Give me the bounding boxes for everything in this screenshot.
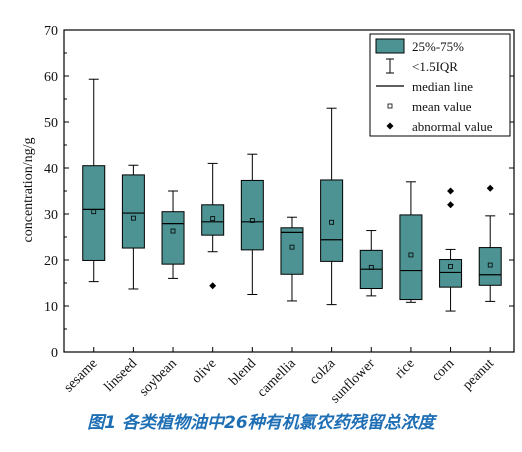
x-tick-label: corn <box>429 356 457 384</box>
y-tick-label: 20 <box>44 254 58 269</box>
legend-mean-symbol <box>387 103 393 109</box>
box-sesame <box>82 78 106 283</box>
x-tick-label: camellia <box>255 356 300 401</box>
mean-marker <box>170 228 176 234</box>
legend-label: <1.5IQR <box>412 59 458 74</box>
box-iqr <box>478 247 502 286</box>
box-iqr <box>82 165 106 261</box>
box-iqr <box>201 204 225 236</box>
box-iqr <box>161 211 185 265</box>
y-tick-label: 30 <box>44 208 58 223</box>
box-camellia <box>280 216 304 302</box>
x-tick-label: peanut <box>460 356 497 393</box>
mean-marker <box>368 264 374 270</box>
y-tick-label: 70 <box>44 24 58 39</box>
mean-marker <box>448 264 453 269</box>
x-tick-label: colza <box>307 356 339 388</box>
outlier-marker <box>447 201 455 209</box>
y-tick-label: 0 <box>51 346 58 361</box>
mean-marker <box>487 262 493 268</box>
box-rice <box>399 181 423 303</box>
box-sunflower <box>359 230 383 297</box>
legend-box-symbol <box>375 38 405 54</box>
mean-marker <box>130 215 136 221</box>
boxes-group <box>82 78 502 312</box>
outlier-marker <box>486 184 494 192</box>
legend-label: 25%-75% <box>412 39 464 54</box>
x-tick-label: linseed <box>102 356 141 395</box>
x-tick-label: sesame <box>61 356 100 395</box>
box-iqr <box>240 179 264 251</box>
box-olive <box>201 162 225 290</box>
x-tick-label: blend <box>227 356 260 389</box>
mean-marker <box>91 209 97 215</box>
legend-outlier-symbol <box>386 122 394 130</box>
y-tick-label: 60 <box>44 70 58 85</box>
box-blend <box>240 153 264 295</box>
x-tick-label: rice <box>392 356 417 381</box>
figure-caption: 图1 各类植物油中26种有机氯农药残留总浓度 <box>87 413 435 433</box>
mean-marker <box>329 219 335 225</box>
box-colza <box>320 107 344 306</box>
legend-label: mean value <box>412 99 472 114</box>
box-soybean <box>161 190 185 279</box>
y-tick-label: 10 <box>44 300 58 315</box>
outlier-marker <box>209 282 217 290</box>
box-linseed <box>121 164 145 290</box>
y-axis-label: concentration/ng/g <box>21 138 36 243</box>
outlier-marker <box>447 187 455 195</box>
x-tick-label: soybean <box>137 356 180 399</box>
box-corn <box>439 187 463 312</box>
x-tick-label: olive <box>189 356 219 386</box>
y-tick-label: 40 <box>44 162 58 177</box>
mean-marker <box>408 252 414 258</box>
box-peanut <box>478 184 502 302</box>
mean-marker <box>210 216 216 222</box>
x-tick-label: sunflower <box>328 356 378 406</box>
legend-label: abnormal value <box>412 119 493 134</box>
mean-marker <box>249 218 255 223</box>
legend: 25%-75% <1.5IQR median line mean value abnor… <box>369 33 511 137</box>
y-tick-label: 50 <box>44 116 58 131</box>
legend-label: median line <box>412 79 473 94</box>
mean-marker <box>289 244 295 250</box>
box-iqr <box>121 174 145 249</box>
box-iqr <box>280 227 304 275</box>
box-iqr <box>439 259 463 288</box>
